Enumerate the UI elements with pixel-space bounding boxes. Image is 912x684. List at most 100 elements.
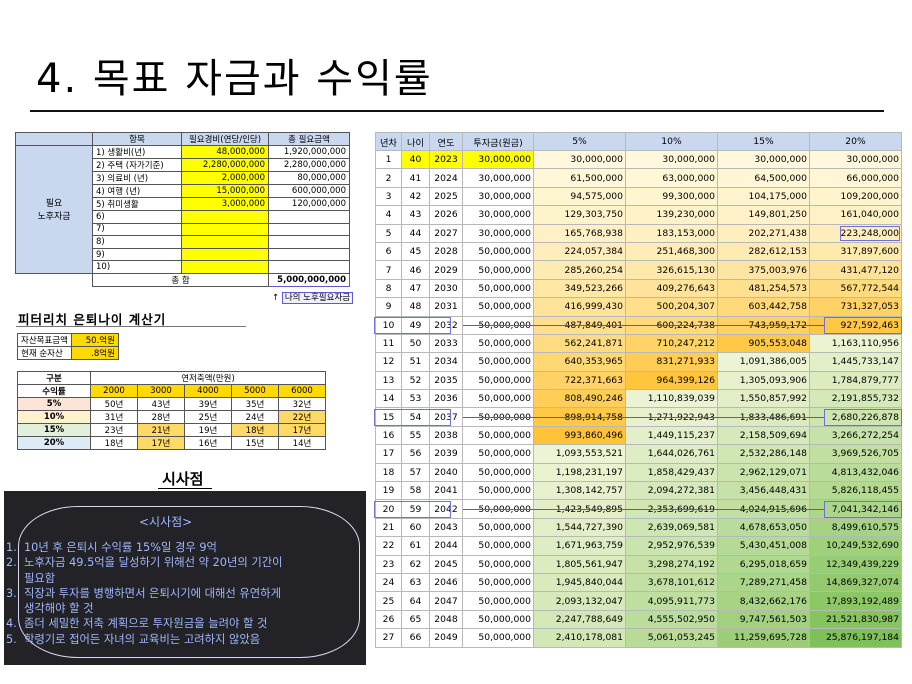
growth-principal: 30,000,000 [462,205,534,225]
growth-10pct: 4,095,911,773 [625,591,718,611]
growth-20pct: 2,191,855,732 [809,389,902,409]
growth-row: 17 56 2039 50,000,000 1,093,553,521 1,644,026… [375,444,902,464]
growth-year: 2042 [429,499,463,519]
growth-year-index: 6 [375,241,402,262]
growth-age: 45 [401,241,430,262]
growth-header: 15% [717,132,810,151]
growth-10pct: 251,468,300 [625,241,718,262]
strike-line-15 [462,417,824,419]
growth-age: 65 [401,609,430,630]
growth-5pct: 1,671,963,759 [533,536,626,556]
growth-age: 58 [401,481,430,501]
growth-age: 41 [401,168,430,188]
years-row: 15% 23년 21년 19년 18년 17년 [17,423,326,437]
growth-year-index: 14 [375,389,402,409]
growth-age: 51 [401,352,430,372]
needs-item: 2) 주택 (자가기준) [92,158,182,172]
growth-year: 2030 [429,278,463,299]
needs-cost: 3,000,000 [181,197,269,211]
growth-year: 2041 [429,481,463,501]
needs-item: 8) [92,235,182,249]
growth-row: 12 51 2034 50,000,000 640,353,965 831,271,933… [375,352,902,372]
growth-header: 나이 [401,132,430,151]
growth-year-index: 17 [375,444,402,464]
years-row: 20% 18년 17년 16년 15년 14년 [17,436,326,450]
growth-5pct: 1,198,231,197 [533,462,626,483]
savings-amount: 4000 [184,384,232,398]
growth-15pct: 104,175,000 [717,186,810,207]
needs-cost [181,210,269,224]
growth-15pct: 5,430,451,008 [717,536,810,556]
target-asset-value: 50.억원 [70,333,119,347]
growth-5pct: 2,247,788,649 [533,609,626,630]
title-divider [30,110,884,112]
growth-year: 2046 [429,572,463,593]
growth-row: 21 60 2043 50,000,000 1,544,727,390 2,639,069… [375,517,902,538]
needs-total: 80,000,000 [268,171,350,185]
growth-year: 2038 [429,425,463,446]
years-value: 23년 [90,423,138,437]
needs-total: 120,000,000 [268,197,350,211]
growth-5pct: 1,308,142,757 [533,481,626,501]
growth-15pct: 3,456,448,431 [717,481,810,501]
years-value: 39년 [184,397,232,411]
growth-age: 43 [401,205,430,225]
growth-10pct: 2,952,976,539 [625,536,718,556]
calculator-title: 피터리치 은퇴나이 계산기 [18,312,167,327]
growth-principal: 50,000,000 [462,260,534,280]
growth-year: 2025 [429,186,463,207]
growth-15pct: 282,612,153 [717,241,810,262]
needs-item: 6) [92,210,182,224]
rate-label: 수익률 [17,384,91,398]
years-value: 18년 [90,436,138,450]
growth-10pct: 63,000,000 [625,168,718,188]
growth-year-index: 10 [375,315,402,335]
growth-row: 7 46 2029 50,000,000 285,260,254 326,615,130 3… [375,260,902,280]
insight-item: 5. 학령기로 접어든 자녀의 교육비는 고려하지 않았음 [6,632,261,646]
growth-principal: 50,000,000 [462,572,534,593]
insight-item: 1. 10년 후 은퇴시 수익률 15%일 경우 9억 [6,541,217,554]
page-title: 4. 목표 자금과 수익률 [36,56,433,102]
growth-year: 2031 [429,297,463,317]
growth-20pct: 30,000,000 [809,149,902,170]
growth-age: 56 [401,444,430,464]
asset-table: 자산목표금액 50.억원 현재 순자산 .8억원 [17,333,119,360]
growth-year-index: 5 [375,223,402,243]
needs-item: 1) 생활비(년) [92,145,182,159]
growth-20pct: 10,249,532,690 [809,536,902,556]
growth-year: 2049 [429,628,463,648]
growth-5pct: 94,575,000 [533,186,626,207]
growth-20pct: 431,477,120 [809,260,902,280]
growth-5pct: 993,860,496 [533,425,626,446]
growth-age: 57 [401,462,430,483]
needs-total [268,210,350,224]
needs-item: 3) 의료비 (년) [92,171,182,185]
years-value: 19년 [184,423,232,437]
years-row: 10% 31년 28년 25년 24년 22년 [17,410,326,424]
growth-row: 27 66 2049 50,000,000 2,410,178,081 5,061,053… [375,628,902,648]
growth-15pct: 202,271,438 [717,223,810,243]
growth-row: 16 55 2038 50,000,000 993,860,496 1,449,115,2… [375,425,902,446]
rate-value: 15% [17,423,91,437]
years-value: 22년 [278,410,326,424]
growth-15pct: 375,003,976 [717,260,810,280]
growth-year-index: 13 [375,370,402,391]
growth-age: 60 [401,517,430,538]
insight-panel-title: <시사점> [139,515,193,529]
growth-year: 2033 [429,333,463,354]
growth-year-index: 8 [375,278,402,299]
growth-10pct: 964,399,126 [625,370,718,391]
growth-5pct: 808,490,246 [533,389,626,409]
growth-15pct: 1,550,857,992 [717,389,810,409]
years-value: 25년 [184,410,232,424]
growth-header: 투자금(원금) [462,132,534,151]
savings-header: 연저축액(만원) [90,371,326,385]
insight-item: 2. 노후자금 49.5억을 달성하기 위해선 약 20년의 기간이 [6,556,283,570]
growth-year: 2023 [429,149,463,170]
growth-principal: 50,000,000 [462,352,534,372]
growth-10pct: 139,230,000 [625,205,718,225]
growth-15pct: 9,747,561,503 [717,609,810,630]
growth-row: 13 52 2035 50,000,000 722,371,663 964,399,126… [375,370,902,391]
needs-total-value: 5,000,000,000 [268,272,350,287]
growth-15pct: 8,432,662,176 [717,591,810,611]
